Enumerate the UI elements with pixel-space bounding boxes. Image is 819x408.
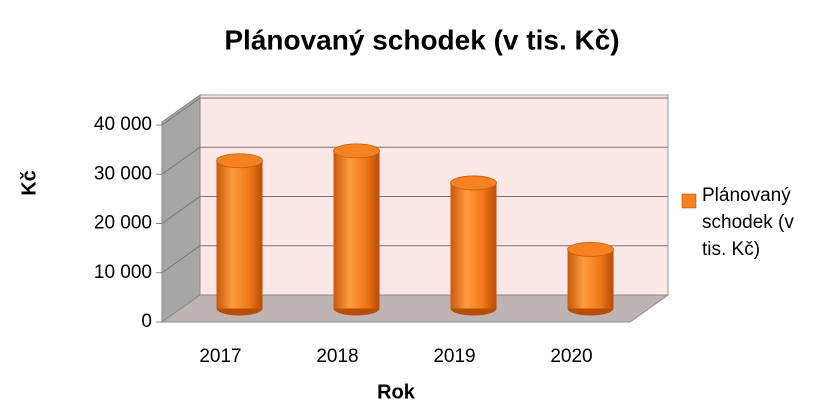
floor xyxy=(160,294,670,323)
y-tick-label: 10 000 xyxy=(94,262,152,283)
bar xyxy=(450,182,497,309)
bar xyxy=(567,249,614,309)
x-tick-label: 2018 xyxy=(316,346,358,367)
grid-line xyxy=(161,245,668,274)
bar-top xyxy=(450,175,497,191)
bar xyxy=(216,160,263,309)
grid-line xyxy=(161,196,668,224)
y-tick-label: 0 xyxy=(141,311,152,332)
grid-line xyxy=(161,146,668,175)
y-axis-label: Kč xyxy=(18,170,40,196)
x-axis-label: Rok xyxy=(377,381,416,403)
bar xyxy=(333,150,380,309)
y-tick-label: 30 000 xyxy=(94,163,152,184)
legend-swatch xyxy=(681,193,697,209)
legend-label: Plánovaný schodek (v tis. Kč) xyxy=(702,185,794,260)
y-tick-label: 20 000 xyxy=(94,213,152,234)
bar-top xyxy=(216,153,263,169)
grid-line xyxy=(161,97,668,126)
bar-top xyxy=(567,241,614,257)
side-wall xyxy=(161,94,201,323)
x-tick-label: 2017 xyxy=(199,346,241,367)
y-tick-label: 40 000 xyxy=(94,114,152,135)
bar-top xyxy=(333,143,380,159)
x-tick-label: 2020 xyxy=(550,346,592,367)
chart-title: Plánovaný schodek (v tis. Kč) xyxy=(224,24,619,55)
x-tick-label: 2019 xyxy=(433,346,475,367)
